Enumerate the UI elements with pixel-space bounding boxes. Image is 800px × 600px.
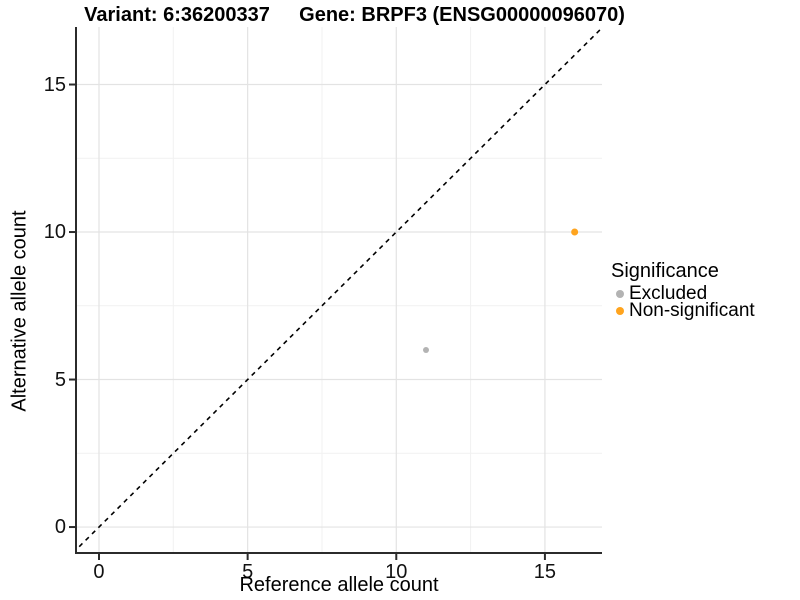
y-tick-label: 10	[43, 221, 66, 244]
data-point-excluded	[423, 347, 430, 354]
y-axis-title: Alternative allele count	[8, 210, 31, 412]
x-tick-label: 15	[533, 561, 557, 583]
y-tick-label: 5	[54, 368, 66, 391]
identity-line	[77, 27, 602, 550]
legend-items: Excluded Non-significant	[611, 283, 755, 321]
x-axis-title: Reference allele count	[239, 574, 439, 596]
legend: Significance Excluded Non-significant	[611, 260, 755, 321]
y-tick-label: 15	[43, 73, 66, 96]
x-tick-label: 10	[385, 561, 408, 583]
legend-item: Non-significant	[611, 300, 755, 321]
legend-item-label: Excluded	[629, 283, 708, 304]
x-tick-label: 0	[93, 561, 105, 583]
legend-item-label: Non-significant	[629, 300, 755, 321]
legend-item: Excluded	[611, 283, 755, 304]
y-tick-label: 0	[54, 516, 66, 539]
x-tick-label: 5	[242, 561, 254, 583]
legend-title: Significance	[611, 260, 719, 282]
data-point-non-significant	[571, 228, 579, 236]
plot-title-variant: Variant: 6:36200337	[84, 4, 270, 26]
legend-swatch-icon	[616, 306, 624, 315]
plot-title-gene: Gene: BRPF3 (ENSG00000096070)	[299, 4, 625, 26]
legend-swatch-icon	[616, 289, 624, 298]
